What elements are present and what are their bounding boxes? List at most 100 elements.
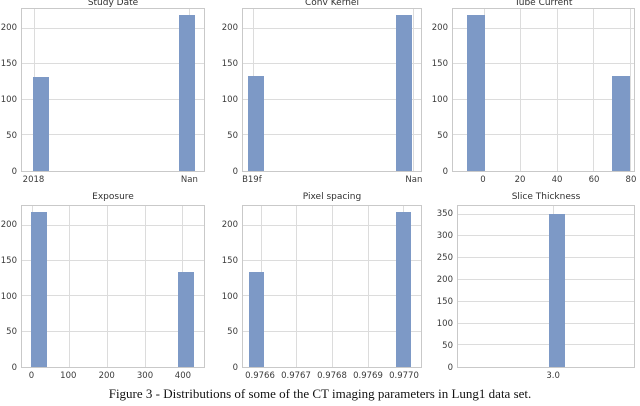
y-tick-label: 350 [436,208,453,219]
y-tick-label: 0 [11,167,17,177]
x-tick-label: 0 [480,175,486,185]
y-tick-label: 200 [221,23,238,34]
h-gridline [453,98,634,100]
y-tick-label: 100 [0,95,17,106]
histogram-bar [30,212,47,367]
h-gridline [22,330,204,332]
v-gridline [32,206,34,367]
h-gridline [458,257,634,259]
y-tick-label: 100 [431,95,448,106]
v-gridline [188,9,190,171]
h-gridline [22,98,204,100]
h-gridline [22,224,204,226]
h-gridline [22,295,204,297]
h-gridline [458,235,634,237]
h-gridline [22,63,204,65]
v-gridline [412,9,414,171]
x-tick-label: 0.9768 [317,371,347,381]
h-gridline [243,295,421,297]
x-tick-label: 200 [98,371,115,381]
plot-area-study-date [21,8,205,172]
y-tick-label: 150 [221,255,238,266]
x-tick-label: 80 [625,175,637,185]
h-gridline [458,213,634,215]
x-tick-label: 60 [588,175,600,185]
v-gridline [260,206,262,367]
x-tick-label: 0.9767 [281,371,311,381]
y-tick-label: 300 [436,230,453,241]
plot-title-pixel-spacing: Pixel spacing [302,192,362,202]
v-gridline [556,9,558,171]
y-tick-label: 0 [11,363,17,373]
h-gridline [243,260,421,262]
histogram-bar [33,77,50,171]
h-gridline [243,134,421,136]
h-gridline [243,330,421,332]
y-tick-label: 50 [6,327,17,338]
y-tick-label: 100 [0,291,17,302]
x-tick-label: 0.9770 [389,371,419,381]
v-gridline [367,206,369,367]
h-gridline [22,260,204,262]
y-tick-label: 200 [436,274,453,285]
y-tick-label: 0 [447,363,453,373]
y-tick-label: 150 [431,59,448,70]
histogram-bar [178,15,195,171]
y-tick-label: 150 [221,59,238,70]
v-gridline [296,206,298,367]
h-gridline [458,344,634,346]
h-gridline [458,322,634,324]
y-tick-label: 250 [436,252,453,263]
h-gridline [243,98,421,100]
histogram-bar [396,212,412,367]
y-tick-label: 50 [227,131,238,142]
v-gridline [630,9,632,171]
v-gridline [483,9,485,171]
y-tick-label: 50 [437,131,448,142]
v-gridline [593,9,595,171]
h-gridline [458,278,634,280]
v-gridline [34,9,36,171]
h-gridline [453,63,634,65]
v-gridline [403,206,405,367]
histogram-bar [177,272,194,367]
v-gridline [332,206,333,367]
plot-area-slice-thickness [457,205,635,368]
v-gridline [520,9,522,171]
plot-title-conv-kernel: Conv Kernel [305,0,359,8]
y-tick-label: 50 [227,327,238,338]
x-tick-label: 400 [174,371,192,381]
histogram-bar [248,272,264,367]
x-tick-label: Nan [180,175,198,185]
y-tick-label: 100 [221,95,238,106]
plot-area-pixel-spacing [242,205,422,368]
h-gridline [243,63,421,65]
histogram-bar [248,75,265,171]
y-tick-label: 100 [436,318,453,329]
plot-area-tube-current [452,8,635,172]
histogram-bar [612,75,630,171]
h-gridline [458,300,634,302]
x-tick-label: 300 [136,371,154,381]
y-tick-label: 150 [0,59,17,70]
v-gridline [68,206,70,367]
v-gridline [252,9,254,171]
plot-title-slice-thickness: Slice Thickness [511,192,581,202]
x-tick-label: 0.9766 [245,371,275,381]
y-tick-label: 150 [436,296,453,307]
y-tick-label: 200 [0,23,17,34]
h-gridline [453,27,634,29]
v-gridline [144,206,146,367]
plot-title-tube-current: Tube Current [514,0,573,8]
histogram-bar [548,213,565,367]
v-gridline [182,206,184,367]
histogram-bar [466,15,485,171]
x-tick-label: 40 [551,175,563,185]
x-tick-label: 0 [28,371,35,381]
